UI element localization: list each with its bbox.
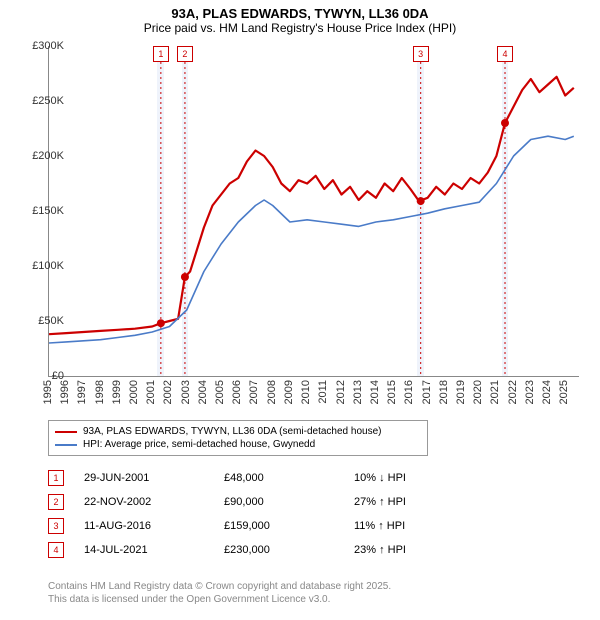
title-block: 93A, PLAS EDWARDS, TYWYN, LL36 0DA Price… [0,0,600,35]
series-hpi [49,136,574,343]
x-axis-tick-label: 2025 [558,380,570,404]
x-axis-tick-label: 2011 [317,380,329,404]
x-axis-tick-label: 2022 [507,380,519,404]
y-axis-tick-label: £250K [14,95,64,107]
x-axis-tick-label: 1996 [59,380,71,404]
y-axis-tick-label: £150K [14,205,64,217]
legend-swatch [55,431,77,433]
series-price_paid [49,77,574,334]
x-axis-tick-label: 2009 [283,380,295,404]
event-delta: 11% ↑ HPI [354,520,464,532]
x-axis-tick-label: 2013 [352,380,364,404]
x-axis-tick-label: 2001 [145,380,157,404]
x-axis-tick-label: 2018 [438,380,450,404]
y-axis-tick-label: £50K [14,315,64,327]
x-axis-tick-label: 1999 [111,380,123,404]
event-date: 22-NOV-2002 [84,496,224,508]
event-date: 11-AUG-2016 [84,520,224,532]
footer-line: This data is licensed under the Open Gov… [48,593,391,606]
x-axis-tick-label: 1995 [42,380,54,404]
legend-swatch [55,444,77,446]
x-axis-tick-label: 2017 [421,380,433,404]
event-date: 29-JUN-2001 [84,472,224,484]
x-axis-tick-label: 2003 [180,380,192,404]
event-price: £48,000 [224,472,354,484]
event-row: 2 22-NOV-2002£90,00027% ↑ HPI [48,490,568,514]
x-axis-tick-label: 2023 [524,380,536,404]
x-axis-tick-label: 2015 [386,380,398,404]
event-row: 1 29-JUN-2001£48,00010% ↓ HPI [48,466,568,490]
footer-line: Contains HM Land Registry data © Crown c… [48,580,391,593]
event-price: £230,000 [224,544,354,556]
x-axis-tick-label: 2006 [231,380,243,404]
chart-svg [49,46,579,376]
y-axis-tick-label: £300K [14,40,64,52]
x-axis-tick-label: 2024 [541,380,553,404]
y-axis-tick-label: £100K [14,260,64,272]
footer-attribution: Contains HM Land Registry data © Crown c… [48,580,391,606]
event-marker-icon: 3 [48,518,64,534]
event-marker-icon: 2 [48,494,64,510]
events-table: 1 29-JUN-2001£48,00010% ↓ HPI 2 22-NOV-2002… [48,466,568,562]
title-address: 93A, PLAS EDWARDS, TYWYN, LL36 0DA [0,6,600,21]
x-axis-tick-label: 1998 [94,380,106,404]
event-price: £90,000 [224,496,354,508]
sale-marker-flag: 2 [177,46,193,62]
event-delta: 23% ↑ HPI [354,544,464,556]
x-axis-tick-label: 2007 [248,380,260,404]
legend-label: 93A, PLAS EDWARDS, TYWYN, LL36 0DA (semi… [83,426,381,437]
x-axis-tick-label: 2020 [472,380,484,404]
x-axis-tick-label: 1997 [76,380,88,404]
x-axis-tick-label: 2008 [266,380,278,404]
legend-item-price-paid: 93A, PLAS EDWARDS, TYWYN, LL36 0DA (semi… [55,425,421,438]
y-axis-tick-label: £200K [14,150,64,162]
sale-marker-flag: 3 [413,46,429,62]
event-marker-icon: 4 [48,542,64,558]
event-date: 14-JUL-2021 [84,544,224,556]
x-axis-tick-label: 2004 [197,380,209,404]
sale-marker-dot [501,119,509,127]
x-axis-tick-label: 2010 [300,380,312,404]
sale-marker-dot [181,273,189,281]
sale-marker-dot [157,319,165,327]
x-axis-tick-label: 2012 [335,380,347,404]
x-axis-tick-label: 2016 [403,380,415,404]
legend-item-hpi: HPI: Average price, semi-detached house,… [55,438,421,451]
x-axis-tick-label: 2005 [214,380,226,404]
x-axis-tick-label: 2021 [489,380,501,404]
sale-marker-dot [417,197,425,205]
chart-container: 93A, PLAS EDWARDS, TYWYN, LL36 0DA Price… [0,0,600,620]
legend-label: HPI: Average price, semi-detached house,… [83,439,315,450]
event-row: 3 11-AUG-2016£159,00011% ↑ HPI [48,514,568,538]
x-axis-tick-label: 2019 [455,380,467,404]
sale-marker-flag: 4 [497,46,513,62]
x-axis-tick-label: 2002 [162,380,174,404]
y-axis-tick-label: £0 [14,370,64,382]
title-subtitle: Price paid vs. HM Land Registry's House … [0,21,600,35]
legend-box: 93A, PLAS EDWARDS, TYWYN, LL36 0DA (semi… [48,420,428,456]
event-delta: 27% ↑ HPI [354,496,464,508]
event-delta: 10% ↓ HPI [354,472,464,484]
x-axis-tick-label: 2014 [369,380,381,404]
sale-marker-flag: 1 [153,46,169,62]
event-price: £159,000 [224,520,354,532]
x-axis-tick-label: 2000 [128,380,140,404]
chart-plot-area: 12 3 4 [48,46,579,377]
event-marker-icon: 1 [48,470,64,486]
event-row: 4 14-JUL-2021£230,00023% ↑ HPI [48,538,568,562]
